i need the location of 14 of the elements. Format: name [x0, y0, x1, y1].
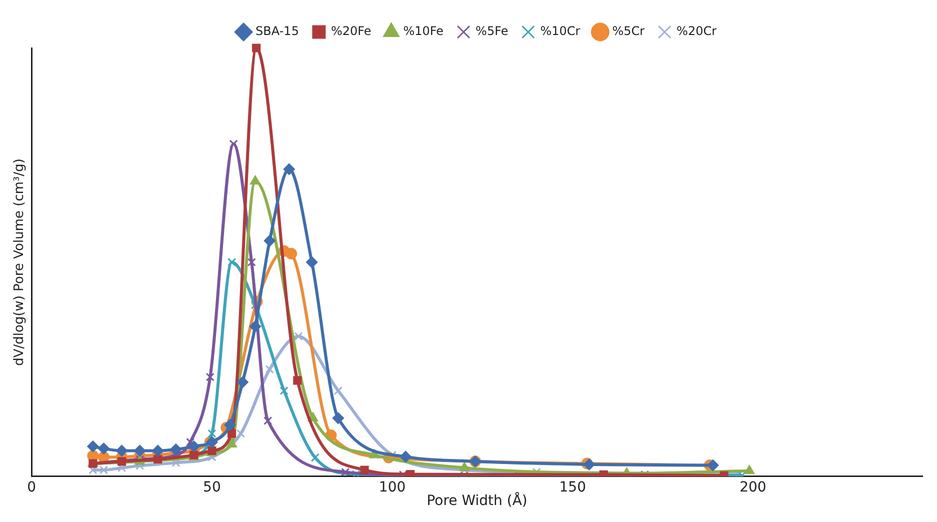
- legend-label: %20Fe: [330, 24, 372, 38]
- legend-label: SBA-15: [256, 24, 299, 38]
- x-axis-title: Pore Width (Å): [426, 492, 528, 510]
- x-tick-label: 200: [740, 479, 766, 496]
- legend-label: %20Cr: [676, 24, 717, 38]
- legend-label: %5Cr: [612, 24, 645, 38]
- x-tick-label: 0: [27, 479, 36, 496]
- x-tick-label: 100: [378, 479, 406, 496]
- legend-label: %10Fe: [403, 24, 444, 38]
- legend-label: %10Cr: [540, 24, 580, 38]
- x-tick-label: 50: [203, 479, 221, 496]
- legend-label: %5Fe: [476, 24, 508, 38]
- y-axis-title: dV/dlog(w) Pore Volume (cm³/g): [12, 158, 28, 366]
- x-tick-label: 150: [559, 479, 586, 496]
